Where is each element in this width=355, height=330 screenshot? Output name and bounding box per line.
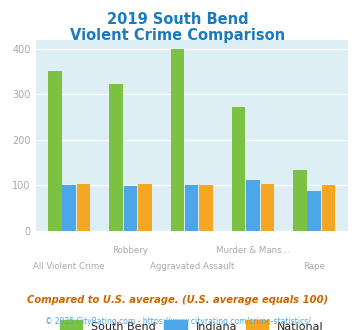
Bar [200, 184, 213, 231]
Bar [293, 170, 307, 231]
Text: Violent Crime Comparison: Violent Crime Comparison [70, 28, 285, 43]
Bar [246, 180, 260, 231]
Bar [48, 71, 61, 231]
Bar [77, 183, 90, 231]
Bar [62, 185, 76, 231]
Bar [170, 49, 184, 231]
Bar [138, 184, 152, 231]
Text: Murder & Mans...: Murder & Mans... [216, 246, 290, 255]
Text: All Violent Crime: All Violent Crime [33, 262, 105, 271]
Text: Rape: Rape [303, 262, 325, 271]
Bar [307, 191, 321, 231]
Bar [322, 184, 335, 231]
Text: © 2025 CityRating.com - https://www.cityrating.com/crime-statistics/: © 2025 CityRating.com - https://www.city… [45, 317, 310, 326]
Text: Aggravated Assault: Aggravated Assault [149, 262, 234, 271]
Bar [109, 84, 123, 231]
Text: Robbery: Robbery [113, 246, 148, 255]
Bar [124, 186, 137, 231]
Legend: South Bend, Indiana, National: South Bend, Indiana, National [55, 315, 328, 330]
Bar [185, 184, 198, 231]
Text: Compared to U.S. average. (U.S. average equals 100): Compared to U.S. average. (U.S. average … [27, 295, 328, 305]
Text: 2019 South Bend: 2019 South Bend [107, 12, 248, 26]
Bar [261, 184, 274, 231]
Bar [232, 107, 245, 231]
